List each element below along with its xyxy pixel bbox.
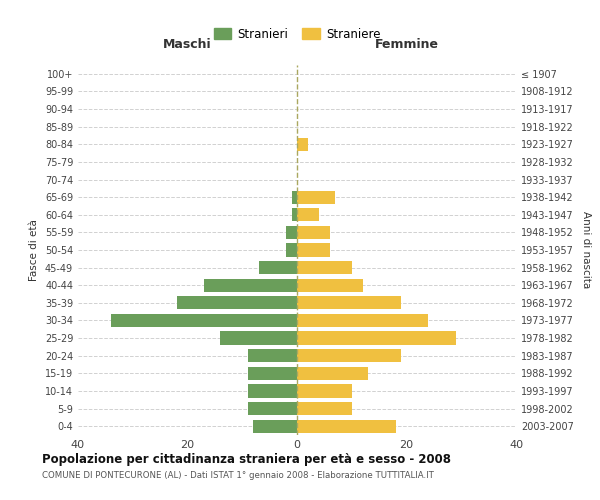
Bar [111, 314, 297, 327]
Bar [292, 190, 297, 204]
Legend: Stranieri, Straniere: Stranieri, Straniere [209, 23, 385, 45]
Bar [286, 226, 297, 239]
Bar [297, 226, 330, 239]
Bar [176, 296, 297, 310]
Bar [253, 420, 297, 433]
Bar [248, 384, 297, 398]
Text: Popolazione per cittadinanza straniera per età e sesso - 2008: Popolazione per cittadinanza straniera p… [42, 452, 451, 466]
Text: Maschi: Maschi [163, 38, 212, 51]
Bar [297, 420, 395, 433]
Bar [297, 278, 362, 292]
Bar [248, 366, 297, 380]
Bar [297, 138, 308, 151]
Bar [248, 402, 297, 415]
Bar [297, 261, 352, 274]
Bar [259, 261, 297, 274]
Bar [297, 349, 401, 362]
Bar [297, 314, 428, 327]
Y-axis label: Anni di nascita: Anni di nascita [581, 212, 590, 288]
Bar [220, 332, 297, 344]
Bar [297, 190, 335, 204]
Text: Femmine: Femmine [374, 38, 439, 51]
Y-axis label: Fasce di età: Fasce di età [29, 219, 39, 281]
Text: COMUNE DI PONTECURONE (AL) - Dati ISTAT 1° gennaio 2008 - Elaborazione TUTTITALI: COMUNE DI PONTECURONE (AL) - Dati ISTAT … [42, 471, 434, 480]
Bar [286, 244, 297, 256]
Bar [297, 402, 352, 415]
Bar [297, 296, 401, 310]
Bar [248, 349, 297, 362]
Bar [292, 208, 297, 222]
Bar [297, 332, 456, 344]
Bar [204, 278, 297, 292]
Bar [297, 208, 319, 222]
Bar [297, 384, 352, 398]
Bar [297, 366, 368, 380]
Bar [297, 244, 330, 256]
